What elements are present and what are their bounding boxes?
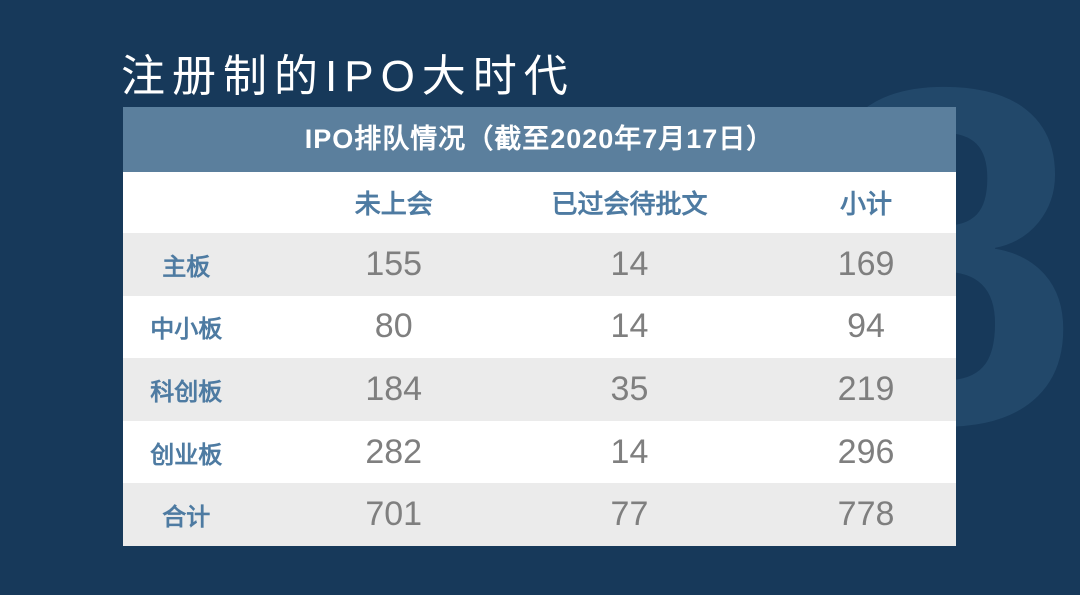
- cell-value: 219: [837, 369, 895, 408]
- cell-value: 35: [610, 369, 649, 408]
- cell-value: 155: [365, 244, 423, 283]
- cell-value: 778: [837, 495, 895, 534]
- column-header-subtotal: 小计: [840, 189, 893, 219]
- row-label: 创业板: [150, 441, 223, 469]
- table-row-chinext-board: 创业板 282 14 296: [123, 420, 956, 484]
- row-label: 主板: [162, 253, 211, 281]
- ipo-queue-table: IPO排队情况（截至2020年7月17日） 未上会 已过会待批文 小计 主板 1…: [123, 107, 956, 546]
- table-header-row: 未上会 已过会待批文 小计: [123, 172, 956, 233]
- cell-value: 94: [847, 307, 885, 346]
- row-label: 科创板: [150, 378, 223, 406]
- cell-value: 14: [610, 244, 649, 283]
- cell-value: 80: [374, 307, 413, 346]
- table-row-star-board: 科创板 184 35 219: [123, 358, 956, 421]
- table-caption: IPO排队情况（截至2020年7月17日）: [123, 107, 956, 172]
- cell-value: 14: [610, 307, 649, 346]
- column-header-approved-pending: 已过会待批文: [551, 189, 708, 219]
- row-label: 合计: [162, 504, 211, 532]
- column-header-not-reviewed: 未上会: [354, 189, 433, 219]
- row-label: 中小板: [150, 316, 223, 344]
- table-row-sme-board: 中小板 80 14 94: [123, 295, 956, 359]
- table-row-main-board: 主板 155 14 169: [123, 233, 956, 296]
- cell-value: 184: [365, 369, 423, 408]
- cell-value: 169: [837, 244, 895, 283]
- cell-value: 77: [610, 495, 649, 534]
- cell-value: 282: [365, 432, 423, 471]
- cell-value: 14: [610, 432, 649, 471]
- cell-value: 701: [365, 495, 423, 534]
- table-row-total: 合计 701 77 778: [123, 483, 956, 546]
- page-title: 注册制的IPO大时代: [121, 52, 575, 101]
- cell-value: 296: [837, 432, 895, 471]
